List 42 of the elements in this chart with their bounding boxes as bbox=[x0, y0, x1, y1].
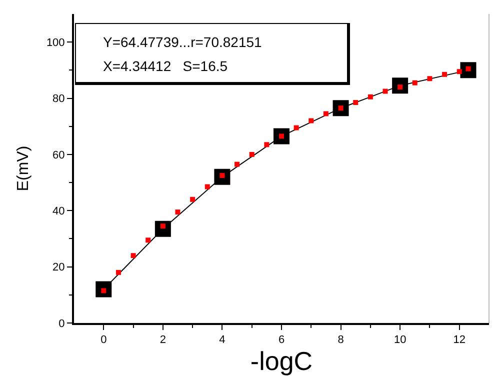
point bbox=[249, 152, 254, 157]
annotation: X=4.34412 S=16.5 bbox=[103, 58, 228, 74]
point bbox=[392, 78, 408, 94]
y-tick-label: 0 bbox=[58, 318, 65, 330]
point bbox=[214, 168, 230, 185]
y-tick-label: 20 bbox=[52, 262, 65, 274]
x-tick-label: 0 bbox=[100, 334, 107, 346]
point bbox=[427, 76, 432, 82]
x-tick-label: 2 bbox=[160, 334, 166, 346]
y-tick-label: 60 bbox=[52, 149, 65, 162]
point bbox=[96, 281, 112, 298]
point bbox=[368, 94, 373, 100]
x-tick-label: 4 bbox=[219, 334, 226, 346]
point bbox=[274, 128, 290, 144]
point bbox=[190, 196, 196, 202]
y-tick-label: 40 bbox=[52, 205, 65, 218]
point bbox=[442, 72, 448, 77]
point bbox=[234, 162, 240, 167]
point bbox=[116, 270, 121, 275]
point bbox=[412, 80, 418, 86]
point bbox=[264, 142, 270, 148]
y-axis-title: E(mV) bbox=[14, 146, 32, 192]
point bbox=[456, 69, 462, 74]
y-tick-label: 80 bbox=[52, 93, 65, 106]
x-tick-label: 6 bbox=[278, 334, 285, 346]
point bbox=[146, 238, 151, 243]
x-tick-label: 12 bbox=[453, 334, 466, 346]
point bbox=[154, 220, 171, 237]
annotation: Y=64.47739...r=70.82151 bbox=[103, 34, 262, 50]
point bbox=[332, 100, 349, 116]
x-tick-label: 8 bbox=[338, 334, 344, 346]
point bbox=[308, 118, 314, 124]
point bbox=[294, 125, 299, 130]
x-axis-title: -logC bbox=[250, 346, 313, 376]
point bbox=[204, 184, 210, 190]
point bbox=[323, 111, 328, 116]
point bbox=[353, 100, 358, 105]
x-tick-label: 10 bbox=[394, 334, 406, 346]
point bbox=[130, 253, 136, 258]
y-tick-label: 100 bbox=[46, 36, 65, 49]
point bbox=[175, 210, 180, 215]
point bbox=[382, 88, 388, 94]
